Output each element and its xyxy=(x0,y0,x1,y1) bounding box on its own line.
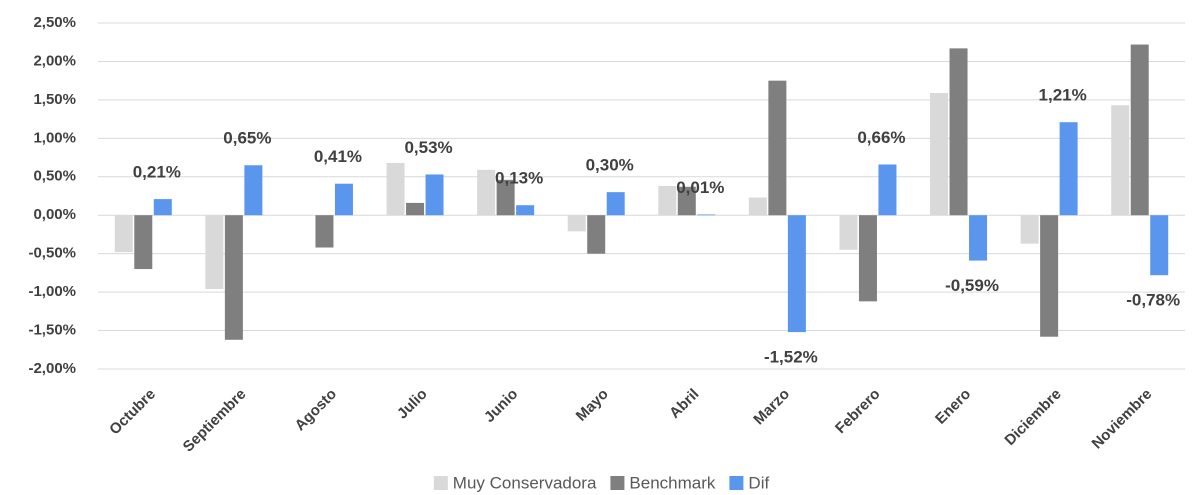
x-tick-label: Abril xyxy=(666,386,702,422)
bar xyxy=(1111,105,1130,216)
bar xyxy=(386,162,405,216)
y-tick-label: -1,00% xyxy=(28,283,76,300)
x-tick-label: Noviembre xyxy=(1088,386,1155,453)
legend-label: Dif xyxy=(748,473,769,492)
bar xyxy=(153,199,172,216)
bar xyxy=(658,186,677,216)
value-label: 0,21% xyxy=(133,163,181,182)
bar xyxy=(606,192,625,216)
bar xyxy=(567,215,586,232)
y-tick-label: 1,00% xyxy=(33,129,76,146)
y-tick-label: 1,50% xyxy=(33,91,76,108)
y-tick-label: 2,00% xyxy=(33,52,76,69)
bar xyxy=(477,169,496,216)
bar xyxy=(516,205,535,216)
bar xyxy=(930,92,949,216)
bar xyxy=(677,186,696,216)
legend-swatch xyxy=(610,476,625,490)
bar xyxy=(858,215,877,302)
x-tick-label: Junio xyxy=(481,386,521,426)
value-label: -0,78% xyxy=(1126,291,1180,310)
bar xyxy=(787,215,806,333)
x-tick-label: Mayo xyxy=(573,386,612,425)
legend-swatch xyxy=(729,476,744,490)
legend-swatch xyxy=(433,476,448,490)
x-tick-label: Octubre xyxy=(106,386,159,439)
y-tick-label: 2,50% xyxy=(33,14,76,31)
bar xyxy=(114,215,133,253)
bar xyxy=(205,215,224,290)
y-tick-label: 0,50% xyxy=(33,168,76,185)
x-tick-label: Julio xyxy=(394,386,431,423)
bar xyxy=(1150,215,1169,276)
bar xyxy=(406,202,425,216)
bar xyxy=(768,80,787,216)
bar xyxy=(839,215,858,250)
bar xyxy=(244,165,263,216)
value-label: 0,65% xyxy=(223,129,271,148)
y-tick-label: -1,50% xyxy=(28,322,76,339)
x-tick-label: Enero xyxy=(932,386,974,428)
x-tick-label: Diciembre xyxy=(1001,386,1064,449)
x-tick-label: Marzo xyxy=(750,386,793,429)
bar xyxy=(1059,122,1078,216)
x-tick-label: Febrero xyxy=(832,386,884,438)
bar xyxy=(1130,44,1149,216)
legend-label: Benchmark xyxy=(629,473,715,492)
y-tick-label: -2,00% xyxy=(28,360,76,377)
bar xyxy=(697,214,716,216)
bar xyxy=(949,48,968,216)
value-label: 0,41% xyxy=(314,147,362,166)
legend: Muy Conservadora Benchmark Dif xyxy=(433,473,769,492)
bar xyxy=(969,215,988,261)
x-tick-label: Septiembre xyxy=(180,386,250,456)
legend-label: Muy Conservadora xyxy=(453,473,597,492)
value-label: 0,30% xyxy=(586,156,634,175)
y-tick-label: -0,50% xyxy=(28,245,76,262)
value-label: -1,52% xyxy=(764,348,818,367)
bar xyxy=(1040,215,1059,337)
bar xyxy=(496,179,515,216)
bar xyxy=(1020,215,1039,244)
value-label: 0,66% xyxy=(857,128,905,147)
value-label: -0,59% xyxy=(945,276,999,295)
bar xyxy=(878,164,897,216)
bar xyxy=(315,215,334,248)
bar xyxy=(587,215,606,254)
bar xyxy=(334,183,353,216)
value-label: 0,53% xyxy=(404,138,452,157)
bar xyxy=(224,215,243,340)
bar xyxy=(134,215,153,270)
bar xyxy=(425,174,444,216)
y-tick-label: 0,00% xyxy=(33,206,76,223)
value-label: 1,21% xyxy=(1039,86,1087,105)
value-label: 0,01% xyxy=(676,178,724,197)
x-tick-label: Agosto xyxy=(292,386,341,435)
value-label: 0,13% xyxy=(495,169,543,188)
bar xyxy=(748,197,767,216)
